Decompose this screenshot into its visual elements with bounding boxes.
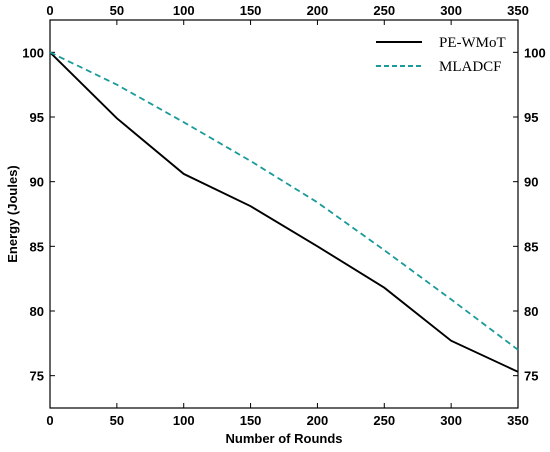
y-tick-label-left: 100 xyxy=(22,45,44,60)
x-tick-label-top: 350 xyxy=(507,3,529,18)
x-tick-label-top: 150 xyxy=(240,3,262,18)
y-tick-label-right: 90 xyxy=(524,175,538,190)
x-tick-label-bottom: 150 xyxy=(240,413,262,428)
legend-label-pe-wmot: PE-WMoT xyxy=(439,35,506,51)
y-tick-label-right: 85 xyxy=(524,239,538,254)
y-tick-label-right: 80 xyxy=(524,304,538,319)
series-line-pe-wmot xyxy=(49,51,519,373)
y-tick-label-right: 75 xyxy=(524,369,538,384)
x-tick-label-top: 100 xyxy=(173,3,195,18)
x-tick-label-bottom: 50 xyxy=(110,413,124,428)
x-tick-label-bottom: 200 xyxy=(307,413,329,428)
y-tick-label-right: 100 xyxy=(524,45,546,60)
y-tick-label-left: 95 xyxy=(30,110,44,125)
series-layer xyxy=(49,51,519,373)
series-line-mladcf xyxy=(49,51,519,351)
x-tick-label-bottom: 300 xyxy=(440,413,462,428)
y-tick-label-right: 95 xyxy=(524,110,538,125)
x-tick-label-top: 200 xyxy=(307,3,329,18)
legend-label-mladcf: MLADCF xyxy=(439,59,502,75)
x-tick-label-top: 300 xyxy=(440,3,462,18)
ticks-layer: 0 0 50 50 100 100 150 150 200 200 250 250 300 300 350 3… xyxy=(22,3,545,428)
x-tick-label-bottom: 350 xyxy=(507,413,529,428)
x-tick-label-top: 250 xyxy=(373,3,395,18)
y-tick-label-left: 90 xyxy=(30,175,44,190)
x-axis-title: Number of Rounds xyxy=(226,431,343,446)
y-tick-label-left: 75 xyxy=(30,369,44,384)
x-tick-label-bottom: 0 xyxy=(46,413,53,428)
x-tick-label-bottom: 250 xyxy=(373,413,395,428)
x-tick-label-top: 50 xyxy=(110,3,124,18)
x-tick-label-top: 0 xyxy=(46,3,53,18)
y-tick-label-left: 85 xyxy=(30,239,44,254)
x-tick-label-bottom: 100 xyxy=(173,413,195,428)
plot-frame xyxy=(49,19,519,409)
y-tick-label-left: 80 xyxy=(30,304,44,319)
legend: PE-WMoT MLADCF xyxy=(376,35,506,75)
y-axis-title: Energy (Joules) xyxy=(5,165,20,263)
